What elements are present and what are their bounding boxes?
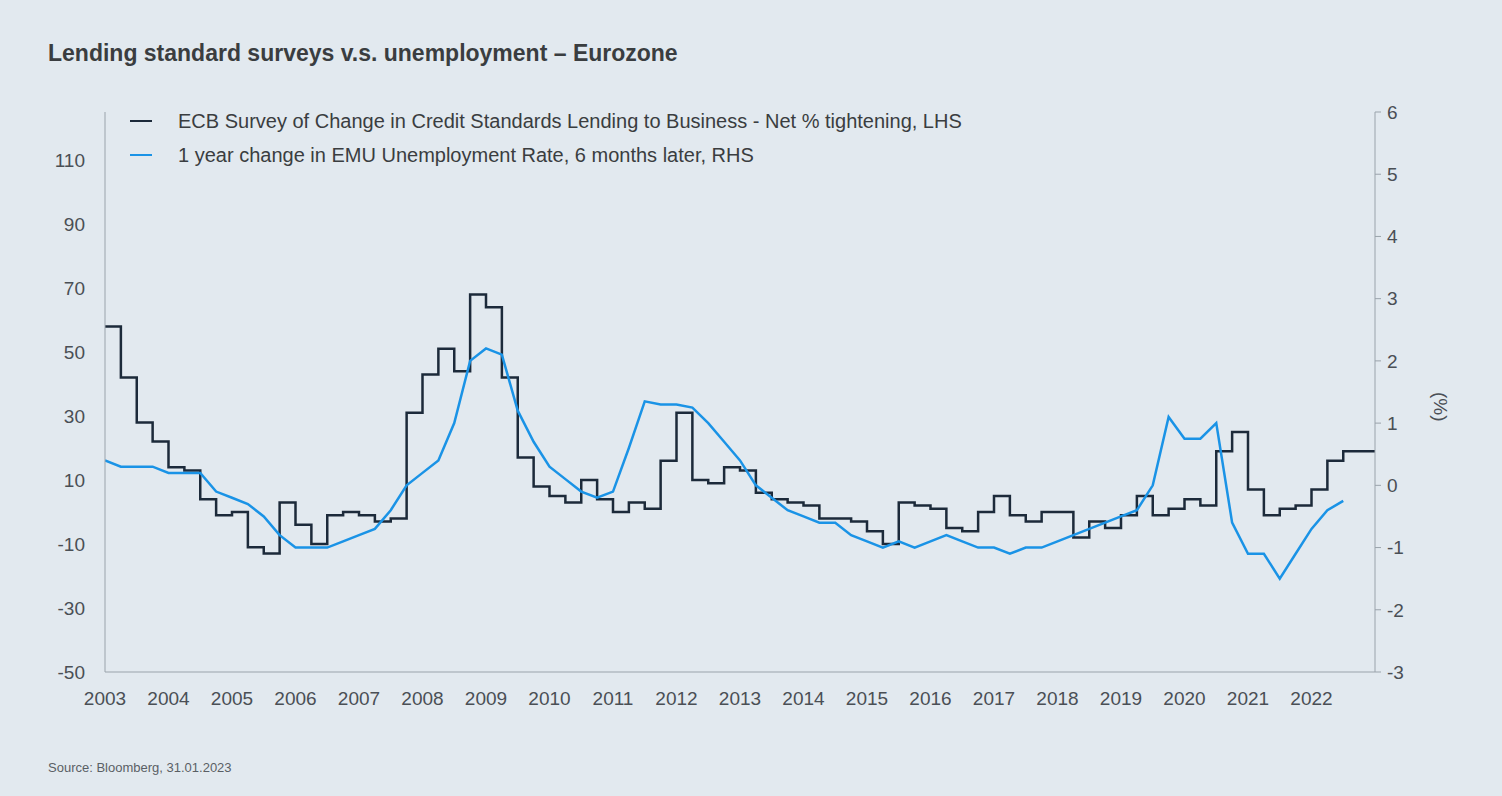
html-text:Source: Bloomberg, 31.01.2023: Source: Bloomberg, 31.01.2023 bbox=[48, 760, 232, 775]
svg-text:2012: 2012 bbox=[655, 688, 697, 709]
svg-text:2021: 2021 bbox=[1227, 688, 1269, 709]
html-text:ECB Survey of Change in Credit: ECB Survey of Change in Credit Standards… bbox=[178, 109, 962, 132]
html-text:1 year change in EMU Unemploym: 1 year change in EMU Unemployment Rate, … bbox=[178, 143, 754, 166]
svg-text:-50: -50 bbox=[58, 662, 85, 683]
svg-text:2004: 2004 bbox=[147, 688, 190, 709]
svg-text:5: 5 bbox=[1387, 164, 1398, 185]
svg-text:4: 4 bbox=[1387, 226, 1398, 247]
svg-text:-3: -3 bbox=[1387, 662, 1404, 683]
svg-text:50: 50 bbox=[64, 342, 85, 363]
svg-text:2011: 2011 bbox=[593, 688, 634, 709]
svg-text:0: 0 bbox=[1387, 475, 1398, 496]
svg-text:-30: -30 bbox=[58, 598, 85, 619]
svg-text:2014: 2014 bbox=[782, 688, 825, 709]
svg-text:-10: -10 bbox=[58, 534, 85, 555]
svg-text:2020: 2020 bbox=[1163, 688, 1205, 709]
svg-text:2005: 2005 bbox=[211, 688, 253, 709]
svg-text:2003: 2003 bbox=[84, 688, 126, 709]
svg-text:2: 2 bbox=[1387, 351, 1398, 372]
svg-text:2016: 2016 bbox=[909, 688, 951, 709]
svg-text:6: 6 bbox=[1387, 102, 1398, 123]
svg-text:2006: 2006 bbox=[274, 688, 316, 709]
svg-text:3: 3 bbox=[1387, 288, 1398, 309]
svg-text:2009: 2009 bbox=[465, 688, 507, 709]
svg-text:2007: 2007 bbox=[338, 688, 380, 709]
html-text:Lending standard surveys v.s.: Lending standard surveys v.s. unemployme… bbox=[48, 40, 678, 66]
svg-text:2015: 2015 bbox=[846, 688, 888, 709]
svg-text:2010: 2010 bbox=[528, 688, 570, 709]
svg-text:-1: -1 bbox=[1387, 537, 1404, 558]
svg-text:90: 90 bbox=[64, 214, 85, 235]
svg-text:(%): (%) bbox=[1430, 392, 1451, 422]
svg-text:2018: 2018 bbox=[1036, 688, 1078, 709]
svg-text:2013: 2013 bbox=[719, 688, 761, 709]
svg-text:30: 30 bbox=[64, 406, 85, 427]
svg-text:2019: 2019 bbox=[1100, 688, 1142, 709]
svg-text:110: 110 bbox=[55, 150, 85, 171]
svg-text:70: 70 bbox=[64, 278, 85, 299]
svg-text:2008: 2008 bbox=[401, 688, 443, 709]
svg-text:1: 1 bbox=[1387, 413, 1398, 434]
svg-text:2022: 2022 bbox=[1290, 688, 1332, 709]
svg-text:-2: -2 bbox=[1387, 600, 1404, 621]
svg-text:10: 10 bbox=[64, 470, 85, 491]
svg-text:2017: 2017 bbox=[973, 688, 1015, 709]
